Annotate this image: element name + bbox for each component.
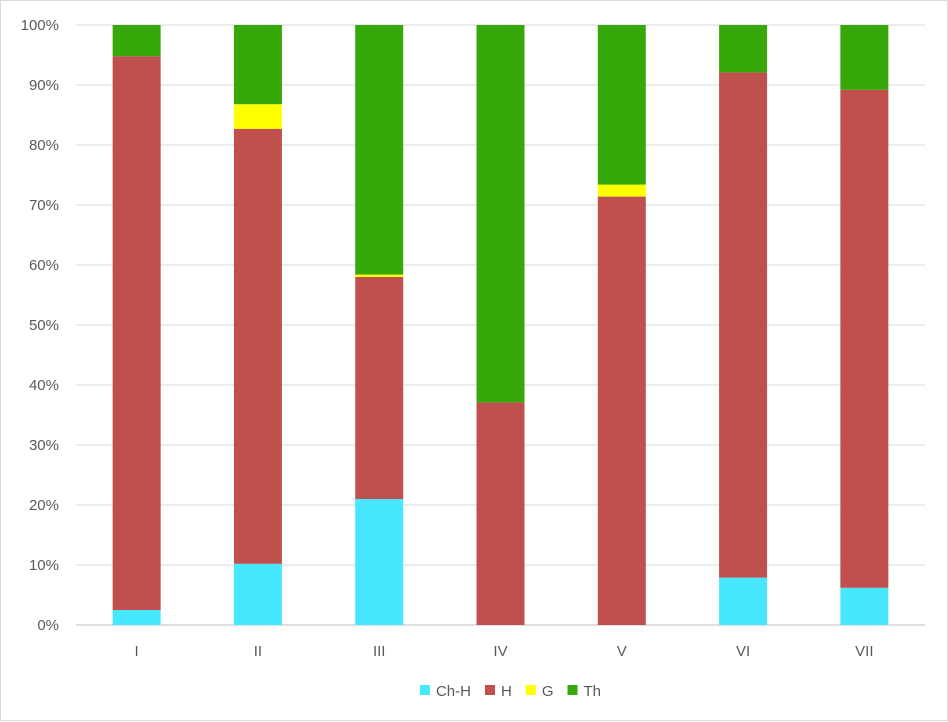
legend-label: Th [584, 683, 602, 700]
x-tick-label: I [135, 643, 139, 660]
legend-swatch [419, 685, 430, 695]
y-tick-label: 100% [21, 17, 59, 34]
bar-segment-g [233, 104, 282, 129]
bar-segment-g [355, 274, 404, 277]
bar-segment-ch-h [719, 577, 768, 625]
x-tick-label: IV [493, 643, 507, 660]
y-tick-label: 20% [29, 497, 59, 514]
legend-swatch [484, 685, 495, 695]
y-tick-label: 40% [29, 377, 59, 394]
bar-segment-ch-h [112, 610, 161, 625]
x-axis-ticks: I II III IV V VI VII [135, 643, 874, 660]
bar-segment-th [112, 25, 161, 57]
bar-segment-g [597, 184, 646, 197]
bar-segment-h [597, 196, 646, 625]
bars [112, 25, 889, 625]
x-tick-label: V [617, 643, 627, 660]
x-tick-label: III [373, 643, 386, 660]
legend-swatch [567, 685, 578, 695]
bar-segment-ch-h [840, 587, 889, 625]
bar-segment-h [840, 89, 889, 588]
y-tick-label: 80% [29, 137, 59, 154]
y-tick-label: 90% [29, 77, 59, 94]
y-tick-label: 30% [29, 437, 59, 454]
legend-swatch [525, 685, 536, 695]
bar-segment-h [476, 402, 525, 625]
legend: Ch-H H G Th [419, 683, 602, 700]
legend-label: G [542, 683, 554, 700]
bar-segment-h [233, 128, 282, 564]
y-tick-label: 50% [29, 317, 59, 334]
y-tick-label: 0% [37, 617, 59, 634]
bar-segment-th [355, 25, 404, 275]
x-tick-label: VII [855, 643, 873, 660]
bar-segment-th [719, 25, 768, 73]
y-tick-label: 10% [29, 557, 59, 574]
bar-segment-ch-h [355, 499, 404, 625]
bar-segment-h [355, 277, 404, 499]
bar-segment-h [112, 56, 161, 610]
bar-segment-ch-h [233, 563, 282, 625]
bar-segment-th [233, 25, 282, 105]
bar-segment-h [719, 72, 768, 578]
legend-label: Ch-H [436, 683, 471, 700]
y-axis-ticks: 0% 10% 20% 30% 40% 50% 60% 70% 80% 90% 100% [21, 17, 59, 634]
legend-label: H [501, 683, 512, 700]
y-tick-label: 60% [29, 257, 59, 274]
bar-segment-th [840, 25, 889, 90]
bar-segment-th [476, 25, 525, 403]
x-tick-label: II [254, 643, 262, 660]
y-tick-label: 70% [29, 197, 59, 214]
bar-segment-th [597, 25, 646, 185]
x-tick-label: VI [736, 643, 750, 660]
